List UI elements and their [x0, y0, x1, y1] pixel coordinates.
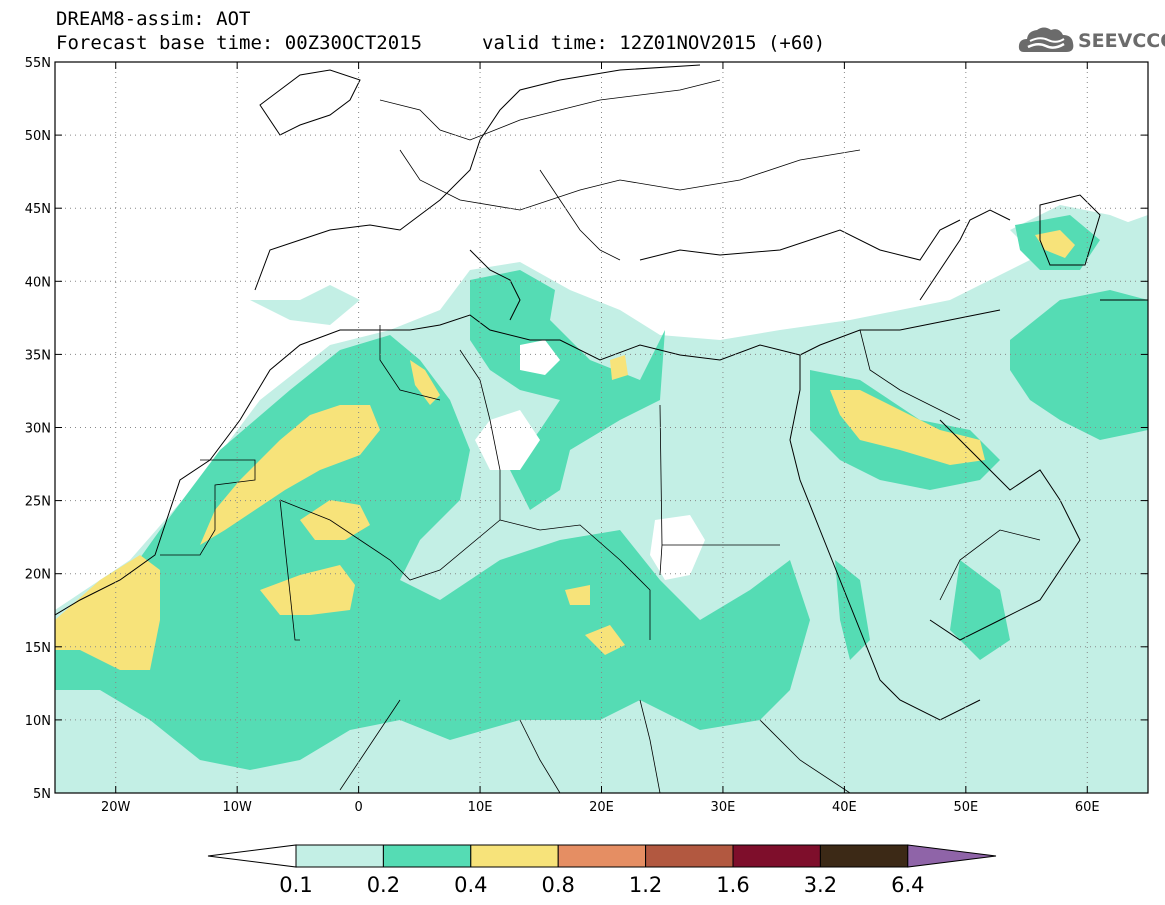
- longitude-labels: 20W 10W 0 10E 20E 30E 40E 50E 60E: [101, 800, 1100, 815]
- x-tick-label: 60E: [1075, 800, 1100, 815]
- colorbar-box: [732, 844, 821, 868]
- seevccc-logo: SEEVCCC: [1018, 24, 1165, 58]
- aot-band-0.4-0.8: [55, 230, 1075, 670]
- y-tick-label: 30N: [25, 422, 51, 437]
- colorbar-label: 0.1: [279, 873, 312, 897]
- colorbar-box: [557, 844, 647, 868]
- colorbar-label: 1.2: [629, 873, 662, 897]
- colorbar-box: [645, 844, 734, 868]
- aot-band-0.2-0.4: [55, 215, 1148, 770]
- y-tick-label: 20N: [25, 568, 51, 583]
- y-tick-label: 35N: [25, 348, 51, 363]
- x-tick-label: 20E: [589, 800, 614, 815]
- colorbar-label: 0.8: [541, 873, 574, 897]
- x-tick-label: 10E: [468, 800, 493, 815]
- aot-fields: [55, 64, 1148, 793]
- country-borders: [160, 79, 1041, 793]
- forecast-base-time: Forecast base time: 00Z30OCT2015: [56, 32, 423, 54]
- colorbar-box: [819, 844, 909, 868]
- colorbar-arrow-high: [907, 844, 997, 868]
- colorbar-box: [470, 844, 559, 868]
- valid-time: valid time: 12Z01NOV2015 (+60): [482, 32, 826, 54]
- y-tick-label: 25N: [25, 495, 51, 510]
- colorbar-label: 0.2: [367, 873, 400, 897]
- cloud-logo-icon: [1018, 27, 1074, 52]
- latitude-labels: 55N 50N 45N 40N 35N 30N 25N 20N 15N 10N 5N: [25, 56, 51, 802]
- logo-text: SEEVCCC: [1078, 30, 1165, 52]
- coastlines: [55, 64, 1148, 721]
- map-grid: [55, 62, 1148, 793]
- colorbar-label: 1.6: [716, 873, 749, 897]
- colorbar-arrow-low: [207, 844, 297, 868]
- x-tick-label: 40E: [832, 800, 857, 815]
- y-tick-label: 10N: [25, 714, 51, 729]
- y-tick-label: 15N: [25, 641, 51, 656]
- axis-ticks: [55, 61, 1148, 794]
- x-tick-label: 10W: [222, 800, 252, 815]
- colorbar-label: 0.4: [454, 873, 487, 897]
- colorbar-box: [382, 844, 472, 868]
- y-tick-label: 55N: [25, 56, 51, 71]
- x-tick-label: 20W: [101, 800, 131, 815]
- y-tick-label: 5N: [33, 787, 51, 802]
- colorbar-labels: 0.1 0.2 0.4 0.8 1.2 1.6 3.2 6.4: [279, 873, 924, 897]
- y-tick-label: 50N: [25, 129, 51, 144]
- x-tick-label: 30E: [711, 800, 736, 815]
- colorbar-label: 3.2: [804, 873, 837, 897]
- x-tick-label: 0: [354, 800, 362, 815]
- x-tick-label: 50E: [953, 800, 978, 815]
- colorbar-label: 6.4: [891, 873, 924, 897]
- y-tick-label: 45N: [25, 202, 51, 217]
- map-title: DREAM8-assim: AOT: [56, 8, 251, 30]
- colorbar-boxes: [207, 844, 997, 868]
- y-tick-label: 40N: [25, 275, 51, 290]
- colorbar-box: [295, 844, 384, 868]
